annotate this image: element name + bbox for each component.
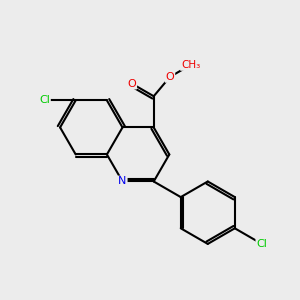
Text: N: N <box>118 176 127 187</box>
Text: Cl: Cl <box>256 239 267 249</box>
Text: O: O <box>128 79 136 88</box>
Text: CH₃: CH₃ <box>181 60 200 70</box>
Text: O: O <box>166 72 174 82</box>
Text: Cl: Cl <box>39 95 50 105</box>
